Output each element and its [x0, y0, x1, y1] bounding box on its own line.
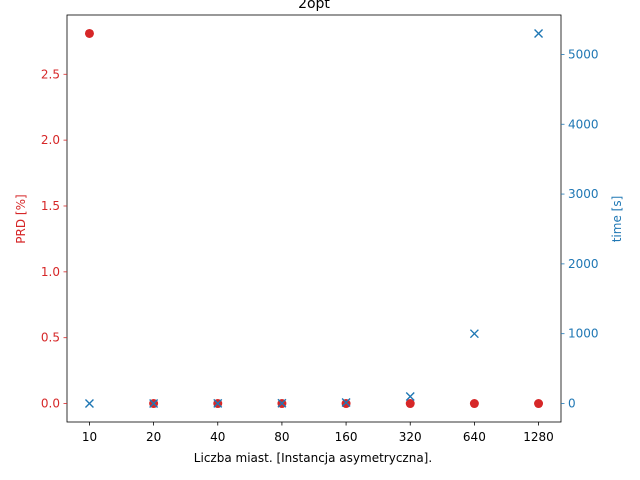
prd-point	[534, 399, 544, 409]
right-tick-label: 4000	[568, 117, 599, 131]
x-tick-label: 40	[210, 430, 225, 444]
left-tick-label: 0.5	[41, 331, 60, 345]
x-tick-label: 320	[399, 430, 422, 444]
time-point	[341, 397, 351, 407]
x-tick-label: 640	[463, 430, 486, 444]
prd-point	[84, 28, 94, 38]
x-tick-label: 20	[146, 430, 161, 444]
time-point	[149, 398, 159, 408]
plot-frame	[66, 14, 562, 423]
right-tick-label: 5000	[568, 47, 599, 61]
x-tick-label: 80	[274, 430, 289, 444]
right-tick-label: 0	[568, 397, 576, 411]
left-axis-label: PRD [%]	[14, 194, 28, 243]
left-tick-label: 2.5	[41, 67, 60, 81]
right-tick-label: 3000	[568, 187, 599, 201]
prd-point	[341, 399, 351, 409]
chart-title: 2opt	[298, 0, 330, 12]
prd-point	[469, 399, 479, 409]
left-tick-label: 1.0	[41, 265, 60, 279]
x-axis-label: Liczba miast. [Instancja asymetryczna].	[194, 451, 432, 465]
right-tick-label: 1000	[568, 327, 599, 341]
time-point	[469, 329, 479, 339]
time-point	[84, 399, 94, 408]
left-tick-label: 1.5	[41, 199, 60, 213]
left-tick-label: 0.0	[41, 397, 60, 411]
x-tick-label: 160	[335, 430, 358, 444]
time-point	[534, 29, 544, 38]
time-point	[405, 392, 415, 402]
time-point	[277, 398, 287, 408]
prd-point	[405, 399, 415, 409]
x-tick-label: 1280	[523, 430, 554, 444]
right-tick-label: 2000	[568, 257, 599, 271]
x-tick-label: 10	[82, 430, 97, 444]
left-tick-label: 2.0	[41, 133, 60, 147]
right-axis-label: time [s]	[610, 196, 624, 243]
time-point	[213, 398, 223, 408]
plot-area: 10 20 40 80 160 320 640 1280 0.0 0.5 1.0 1.5 2.0 2.5 0…	[41, 14, 599, 444]
